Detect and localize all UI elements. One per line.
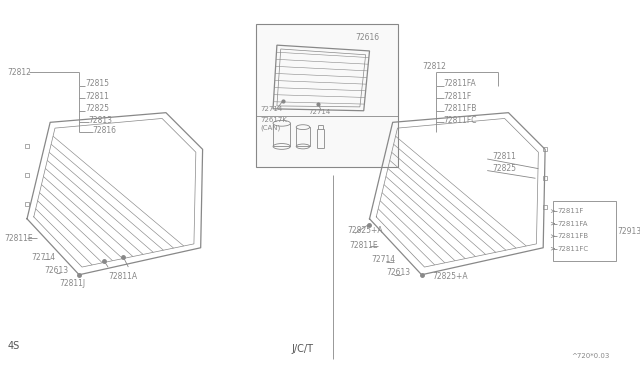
Text: 72617K: 72617K: [260, 118, 287, 124]
Ellipse shape: [273, 121, 291, 126]
Text: 72811A: 72811A: [108, 272, 137, 281]
Text: 72811FB: 72811FB: [557, 233, 589, 239]
Bar: [255, 24, 399, 167]
Text: 72913: 72913: [618, 227, 640, 236]
Text: 72812: 72812: [422, 62, 447, 71]
Text: 4S: 4S: [8, 341, 20, 351]
Text: 72613: 72613: [386, 268, 410, 278]
Text: 72811: 72811: [492, 152, 516, 161]
Text: 72714: 72714: [31, 253, 55, 262]
Text: 72811: 72811: [85, 92, 109, 101]
Ellipse shape: [296, 125, 310, 129]
Text: 72825: 72825: [85, 104, 109, 113]
Text: 72811FC: 72811FC: [557, 246, 589, 252]
Text: 72825+A: 72825+A: [348, 226, 383, 235]
Text: 72816: 72816: [93, 125, 116, 135]
Bar: [273, 123, 291, 147]
Text: 72613: 72613: [44, 266, 68, 275]
Text: 72812: 72812: [8, 68, 31, 77]
Text: 72811E: 72811E: [349, 241, 378, 250]
Text: 72825+A: 72825+A: [432, 272, 468, 281]
Text: ^720*0.03: ^720*0.03: [572, 353, 610, 359]
Text: (CAN): (CAN): [260, 125, 281, 131]
Text: 72811FB: 72811FB: [444, 104, 477, 113]
Text: 72714: 72714: [371, 255, 396, 264]
Text: 72813: 72813: [89, 116, 113, 125]
Text: 72811E: 72811E: [5, 234, 33, 243]
Text: 72815: 72815: [85, 79, 109, 88]
Text: J/C/T: J/C/T: [291, 344, 314, 354]
Text: 72811FA: 72811FA: [557, 221, 588, 227]
Text: 72811FA: 72811FA: [444, 79, 477, 88]
Bar: [296, 127, 310, 147]
Text: 72811F: 72811F: [557, 208, 584, 214]
Text: 72811F: 72811F: [444, 92, 472, 101]
Text: 72714: 72714: [260, 106, 283, 112]
Text: 72616: 72616: [355, 33, 379, 42]
Text: 72811J: 72811J: [60, 279, 86, 288]
Text: 72825: 72825: [492, 164, 516, 173]
Text: 72714: 72714: [308, 109, 331, 115]
Bar: [553, 201, 616, 261]
Text: 72811FC: 72811FC: [444, 116, 477, 125]
